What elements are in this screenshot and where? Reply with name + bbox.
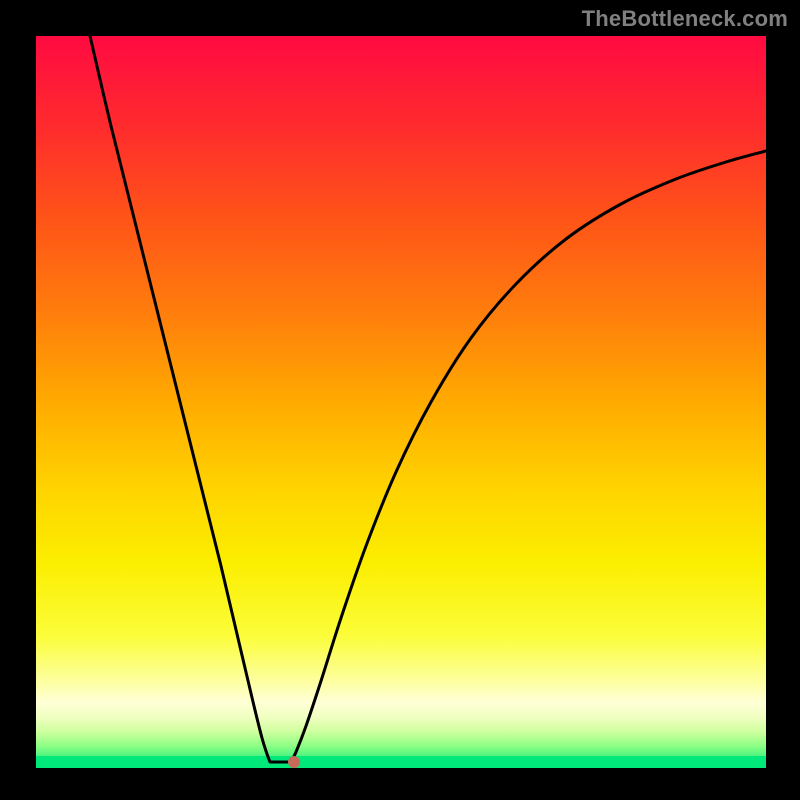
watermark-text: TheBottleneck.com	[582, 6, 788, 32]
chart-container: TheBottleneck.com	[0, 0, 800, 800]
optimum-marker	[288, 756, 300, 768]
plot-area	[36, 36, 766, 768]
curve-path	[90, 36, 766, 762]
bottleneck-curve	[36, 36, 766, 768]
